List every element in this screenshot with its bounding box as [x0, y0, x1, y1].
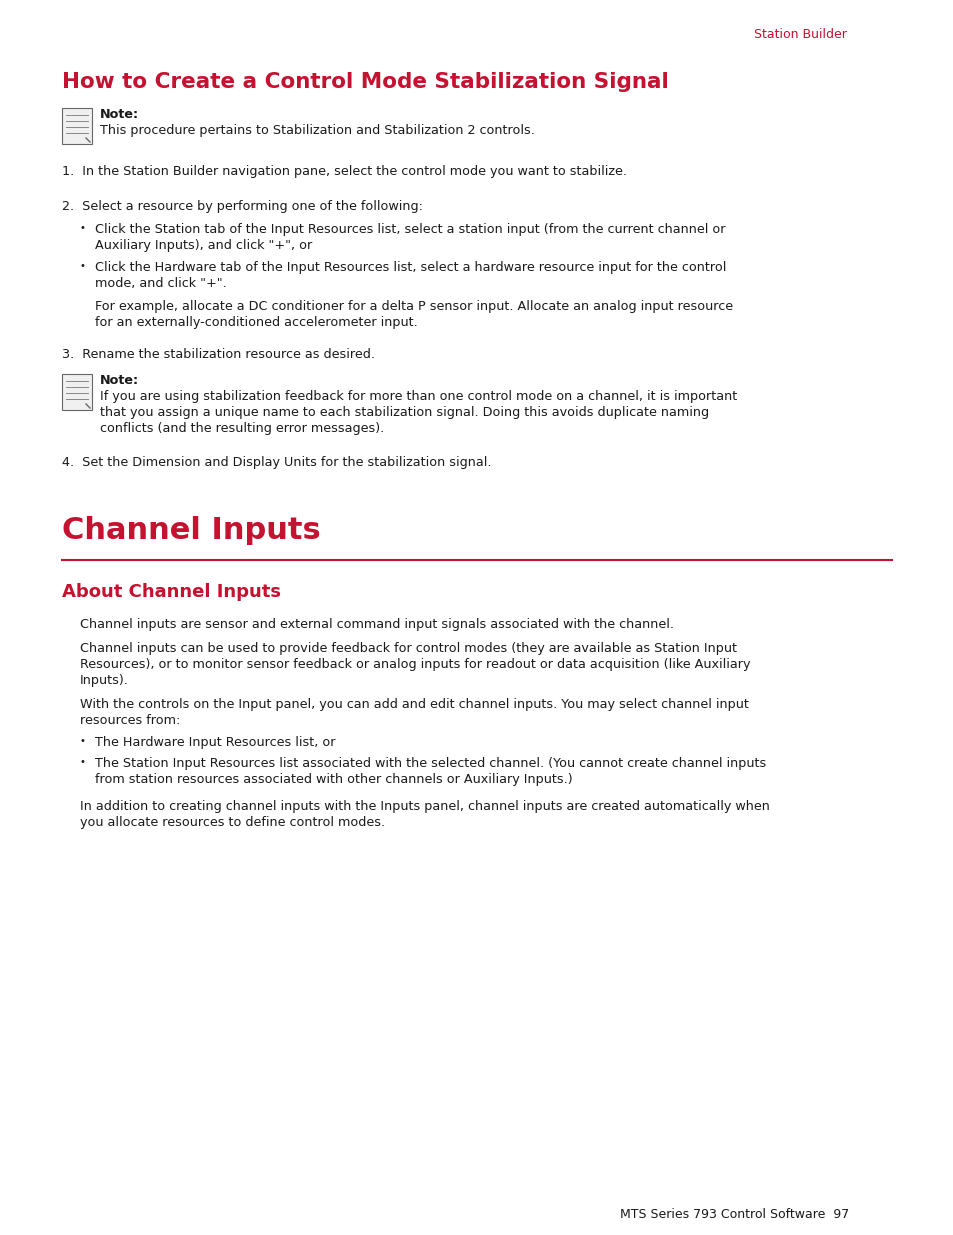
Text: About Channel Inputs: About Channel Inputs: [62, 583, 281, 601]
Text: Click the Hardware tab of the Input Resources list, select a hardware resource i: Click the Hardware tab of the Input Reso…: [95, 261, 725, 274]
Text: conflicts (and the resulting error messages).: conflicts (and the resulting error messa…: [100, 422, 384, 435]
Text: •: •: [80, 757, 86, 767]
Text: mode, and click "+".: mode, and click "+".: [95, 277, 227, 290]
Text: Channel inputs are sensor and external command input signals associated with the: Channel inputs are sensor and external c…: [80, 618, 673, 631]
Text: •: •: [80, 261, 86, 270]
Text: 1.  In the Station Builder navigation pane, select the control mode you want to : 1. In the Station Builder navigation pan…: [62, 165, 626, 178]
Text: •: •: [80, 736, 86, 746]
Text: MTS Series 793 Control Software  97: MTS Series 793 Control Software 97: [619, 1208, 848, 1221]
Text: from station resources associated with other channels or Auxiliary Inputs.): from station resources associated with o…: [95, 773, 572, 785]
Text: Station Builder: Station Builder: [753, 28, 846, 41]
Text: Inputs).: Inputs).: [80, 674, 129, 687]
Text: Resources), or to monitor sensor feedback or analog inputs for readout or data a: Resources), or to monitor sensor feedbac…: [80, 658, 750, 671]
Text: In addition to creating channel inputs with the Inputs panel, channel inputs are: In addition to creating channel inputs w…: [80, 800, 769, 813]
Text: This procedure pertains to Stabilization and Stabilization 2 controls.: This procedure pertains to Stabilization…: [100, 124, 535, 137]
Text: If you are using stabilization feedback for more than one control mode on a chan: If you are using stabilization feedback …: [100, 390, 737, 403]
Bar: [62, 107, 91, 144]
Text: 4.  Set the Dimension and Display Units for the stabilization signal.: 4. Set the Dimension and Display Units f…: [62, 456, 491, 469]
Text: Auxiliary Inputs), and click "+", or: Auxiliary Inputs), and click "+", or: [95, 240, 312, 252]
Text: you allocate resources to define control modes.: you allocate resources to define control…: [80, 816, 385, 829]
Text: Channel inputs can be used to provide feedback for control modes (they are avail: Channel inputs can be used to provide fe…: [80, 642, 737, 655]
Text: 3.  Rename the stabilization resource as desired.: 3. Rename the stabilization resource as …: [62, 348, 375, 361]
Text: •: •: [80, 224, 86, 233]
Text: The Hardware Input Resources list, or: The Hardware Input Resources list, or: [95, 736, 335, 748]
Text: Channel Inputs: Channel Inputs: [62, 516, 320, 545]
Text: 2.  Select a resource by performing one of the following:: 2. Select a resource by performing one o…: [62, 200, 422, 212]
Text: for an externally-conditioned accelerometer input.: for an externally-conditioned accelerome…: [95, 316, 417, 329]
Text: Note:: Note:: [100, 374, 139, 387]
Text: How to Create a Control Mode Stabilization Signal: How to Create a Control Mode Stabilizati…: [62, 72, 668, 91]
Text: resources from:: resources from:: [80, 714, 180, 727]
Text: Note:: Note:: [100, 107, 139, 121]
Text: The Station Input Resources list associated with the selected channel. (You cann: The Station Input Resources list associa…: [95, 757, 765, 769]
Bar: [62, 374, 91, 410]
Text: For example, allocate a DC conditioner for a delta P sensor input. Allocate an a: For example, allocate a DC conditioner f…: [95, 300, 732, 312]
Text: Click the Station tab of the Input Resources list, select a station input (from : Click the Station tab of the Input Resou…: [95, 224, 724, 236]
Text: that you assign a unique name to each stabilization signal. Doing this avoids du: that you assign a unique name to each st…: [100, 406, 708, 419]
Text: With the controls on the Input panel, you can add and edit channel inputs. You m: With the controls on the Input panel, yo…: [80, 698, 748, 711]
